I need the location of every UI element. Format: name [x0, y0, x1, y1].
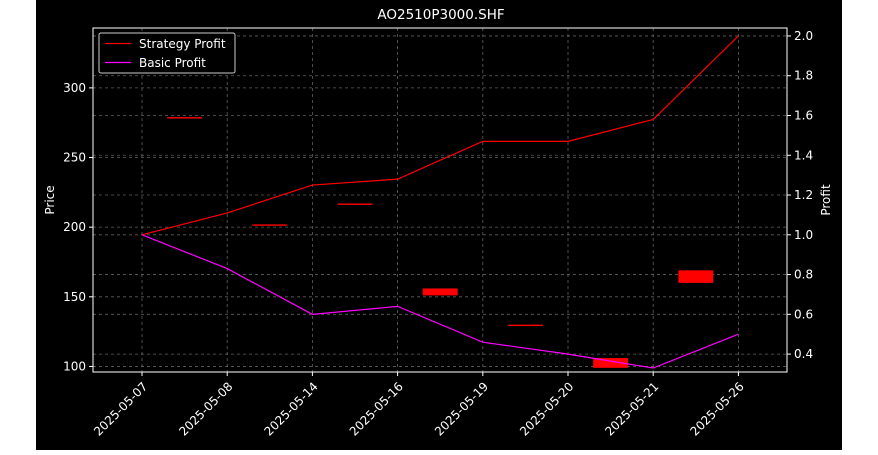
y2-tick-label: 1.8	[794, 69, 813, 83]
y2-tick-label: 1.4	[794, 148, 813, 162]
y-tick-label: 250	[63, 151, 86, 165]
candle-body	[507, 324, 543, 327]
grid	[93, 28, 787, 372]
y2-tick-label: 1.2	[794, 188, 813, 202]
legend-label-basic-profit: Basic Profit	[139, 56, 206, 70]
chart-title: AO2510P3000.SHF	[377, 7, 504, 23]
y-tick-label: 300	[63, 81, 86, 95]
candle-body	[422, 288, 458, 296]
candle-body	[167, 117, 203, 119]
y2-tick-label: 0.4	[794, 347, 813, 361]
series-lines	[141, 35, 739, 369]
y2-tick-label: 0.8	[794, 268, 813, 282]
candle-body	[593, 358, 629, 368]
candle-body	[252, 224, 288, 226]
series-line-basic-profit	[141, 234, 739, 369]
y2-tick-label: 0.6	[794, 307, 813, 321]
y2-tick-label: 1.0	[794, 228, 813, 242]
legend: Strategy Profit Basic Profit	[98, 32, 236, 74]
figure-background	[36, 0, 842, 450]
y-tick-label: 200	[63, 220, 86, 234]
y-tick-label: 100	[63, 359, 86, 373]
plot-frame	[92, 27, 788, 373]
y2-tick-label: 2.0	[794, 29, 813, 43]
legend-box	[98, 32, 236, 74]
y2-tick-label: 1.6	[794, 108, 813, 122]
series-line-strategy-profit	[141, 35, 739, 236]
legend-label-strategy-profit: Strategy Profit	[139, 37, 226, 51]
y2-axis-label: Profit	[819, 184, 833, 216]
y-tick-label: 150	[63, 290, 86, 304]
y-axis-label: Price	[43, 185, 57, 214]
candle-body	[337, 203, 373, 205]
candles	[167, 117, 714, 368]
candle-body	[678, 270, 714, 283]
